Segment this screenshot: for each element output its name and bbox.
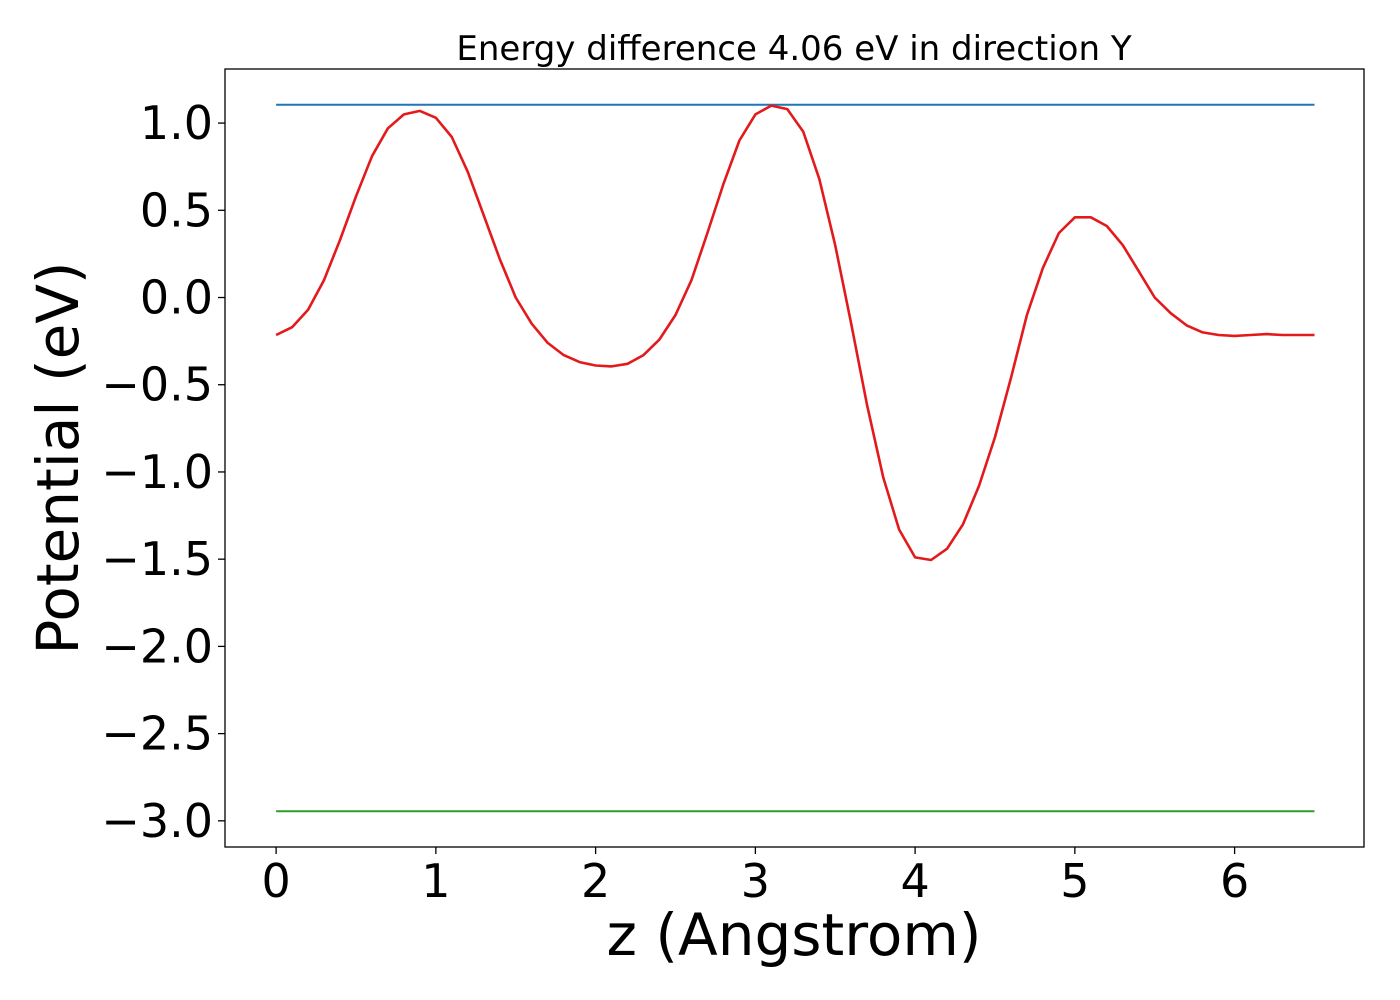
y-tick-label: −3.0 — [101, 794, 213, 848]
y-tick-label: 0.0 — [140, 271, 213, 325]
plot-area — [275, 103, 1315, 813]
y-tick-label: 1.0 — [140, 96, 213, 150]
y-axis-label: Potential (eV) — [24, 261, 92, 654]
y-tick-label: −2.5 — [101, 707, 213, 761]
y-tick-label: 0.5 — [140, 183, 213, 237]
y-tick-label: −0.5 — [101, 358, 213, 412]
chart-title: Energy difference 4.06 eV in direction Y — [456, 29, 1131, 69]
y-tick-label: −1.5 — [101, 532, 213, 586]
x-tick-label: 4 — [900, 854, 929, 908]
x-tick-label: 6 — [1220, 854, 1249, 908]
x-axis-ticks: 0 1 2 3 4 5 6 — [261, 847, 1249, 908]
x-tick-label: 1 — [421, 854, 450, 908]
y-tick-label: −2.0 — [101, 619, 213, 673]
plot-frame — [224, 68, 1365, 848]
y-tick-label: −1.0 — [101, 445, 213, 499]
x-tick-label: 0 — [261, 854, 290, 908]
y-axis-ticks: 1.0 0.5 0.0 −0.5 −1.0 −1.5 −2.0 −2.5 −3.0 — [101, 96, 225, 848]
x-tick-label: 5 — [1060, 854, 1089, 908]
series-line-2 — [275, 104, 1315, 562]
x-axis-label: z (Angstrom) — [607, 901, 982, 969]
x-tick-label: 2 — [581, 854, 610, 908]
x-tick-label: 3 — [741, 854, 770, 908]
